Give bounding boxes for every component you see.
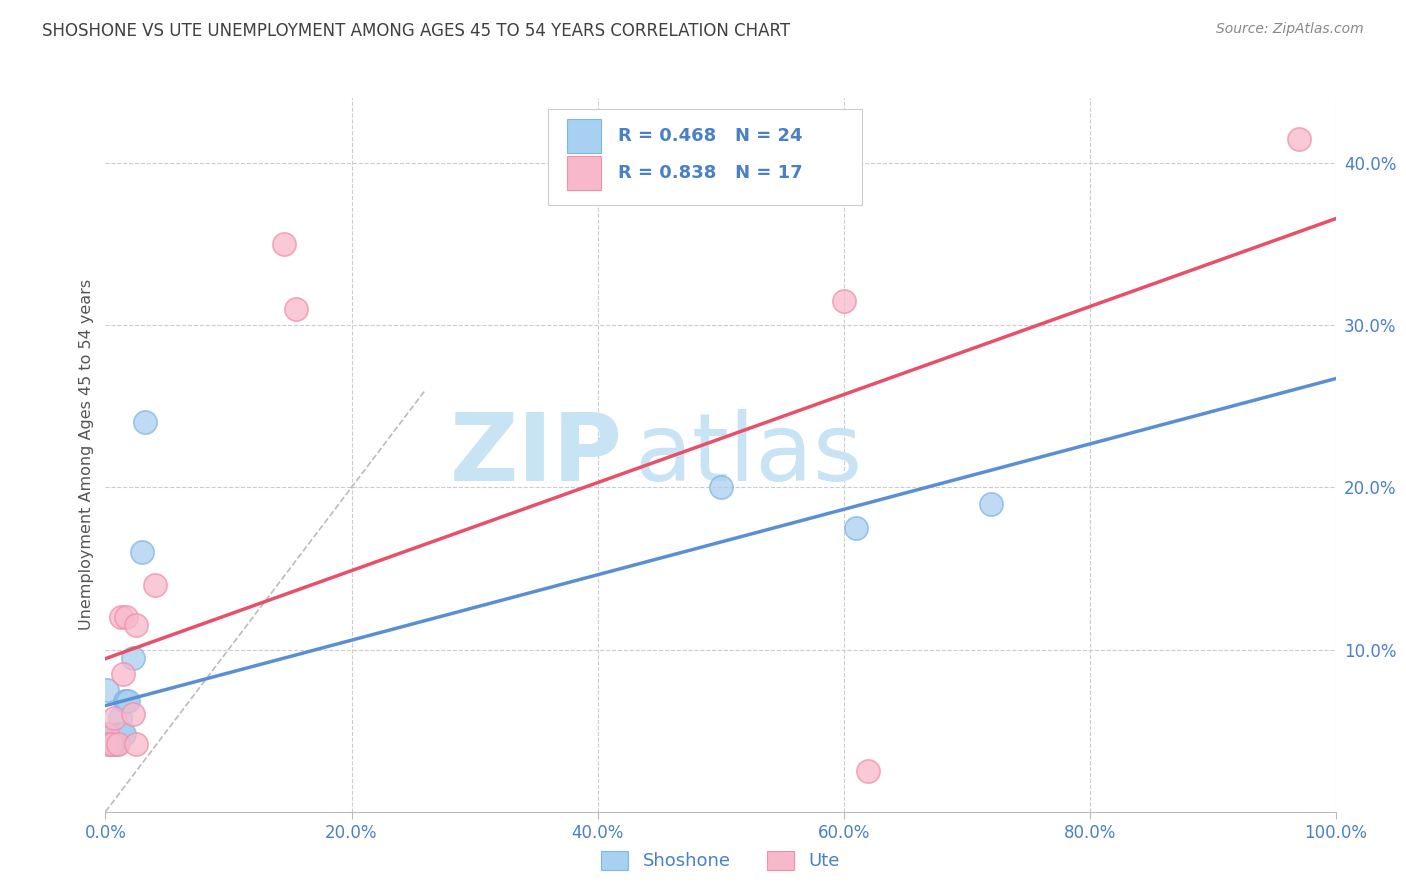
Y-axis label: Unemployment Among Ages 45 to 54 years: Unemployment Among Ages 45 to 54 years <box>79 279 94 631</box>
Point <box>98 727 121 741</box>
Point <box>110 610 132 624</box>
Point <box>103 711 125 725</box>
Legend: Shoshone, Ute: Shoshone, Ute <box>595 844 846 878</box>
Point <box>96 683 118 698</box>
Point <box>96 737 118 751</box>
Point <box>108 727 131 741</box>
Point <box>858 764 880 779</box>
FancyBboxPatch shape <box>548 109 862 205</box>
FancyBboxPatch shape <box>567 119 602 153</box>
FancyBboxPatch shape <box>567 156 602 190</box>
Point <box>97 727 120 741</box>
Point <box>103 727 125 741</box>
Text: R = 0.838   N = 17: R = 0.838 N = 17 <box>619 164 803 182</box>
Point <box>104 737 127 751</box>
Point <box>121 707 143 722</box>
Point <box>115 610 138 624</box>
Point <box>1288 131 1310 145</box>
Point <box>101 737 124 751</box>
Point <box>117 694 139 708</box>
Point <box>110 711 132 725</box>
Point <box>110 727 132 741</box>
Point <box>710 480 733 494</box>
Point <box>112 727 135 741</box>
Text: R = 0.468   N = 24: R = 0.468 N = 24 <box>619 127 803 145</box>
Point <box>107 727 129 741</box>
Point <box>100 737 122 751</box>
Text: ZIP: ZIP <box>450 409 621 501</box>
Point <box>111 727 134 741</box>
Point <box>98 737 122 751</box>
Point <box>131 545 153 559</box>
Point <box>121 650 143 665</box>
Text: SHOSHONE VS UTE UNEMPLOYMENT AMONG AGES 45 TO 54 YEARS CORRELATION CHART: SHOSHONE VS UTE UNEMPLOYMENT AMONG AGES … <box>42 22 790 40</box>
Point <box>105 737 128 751</box>
Point <box>832 293 855 308</box>
Point <box>845 521 868 535</box>
Point <box>115 694 138 708</box>
Text: Source: ZipAtlas.com: Source: ZipAtlas.com <box>1216 22 1364 37</box>
Point <box>114 694 136 708</box>
Point <box>125 618 148 632</box>
Point <box>273 237 295 252</box>
Point <box>107 737 129 751</box>
Point <box>980 497 1002 511</box>
Point <box>143 577 166 591</box>
Text: atlas: atlas <box>634 409 863 501</box>
Point <box>96 727 118 741</box>
Point <box>100 737 122 751</box>
Point <box>111 666 134 681</box>
Point <box>134 416 156 430</box>
Point <box>125 737 148 751</box>
Point <box>285 301 308 316</box>
